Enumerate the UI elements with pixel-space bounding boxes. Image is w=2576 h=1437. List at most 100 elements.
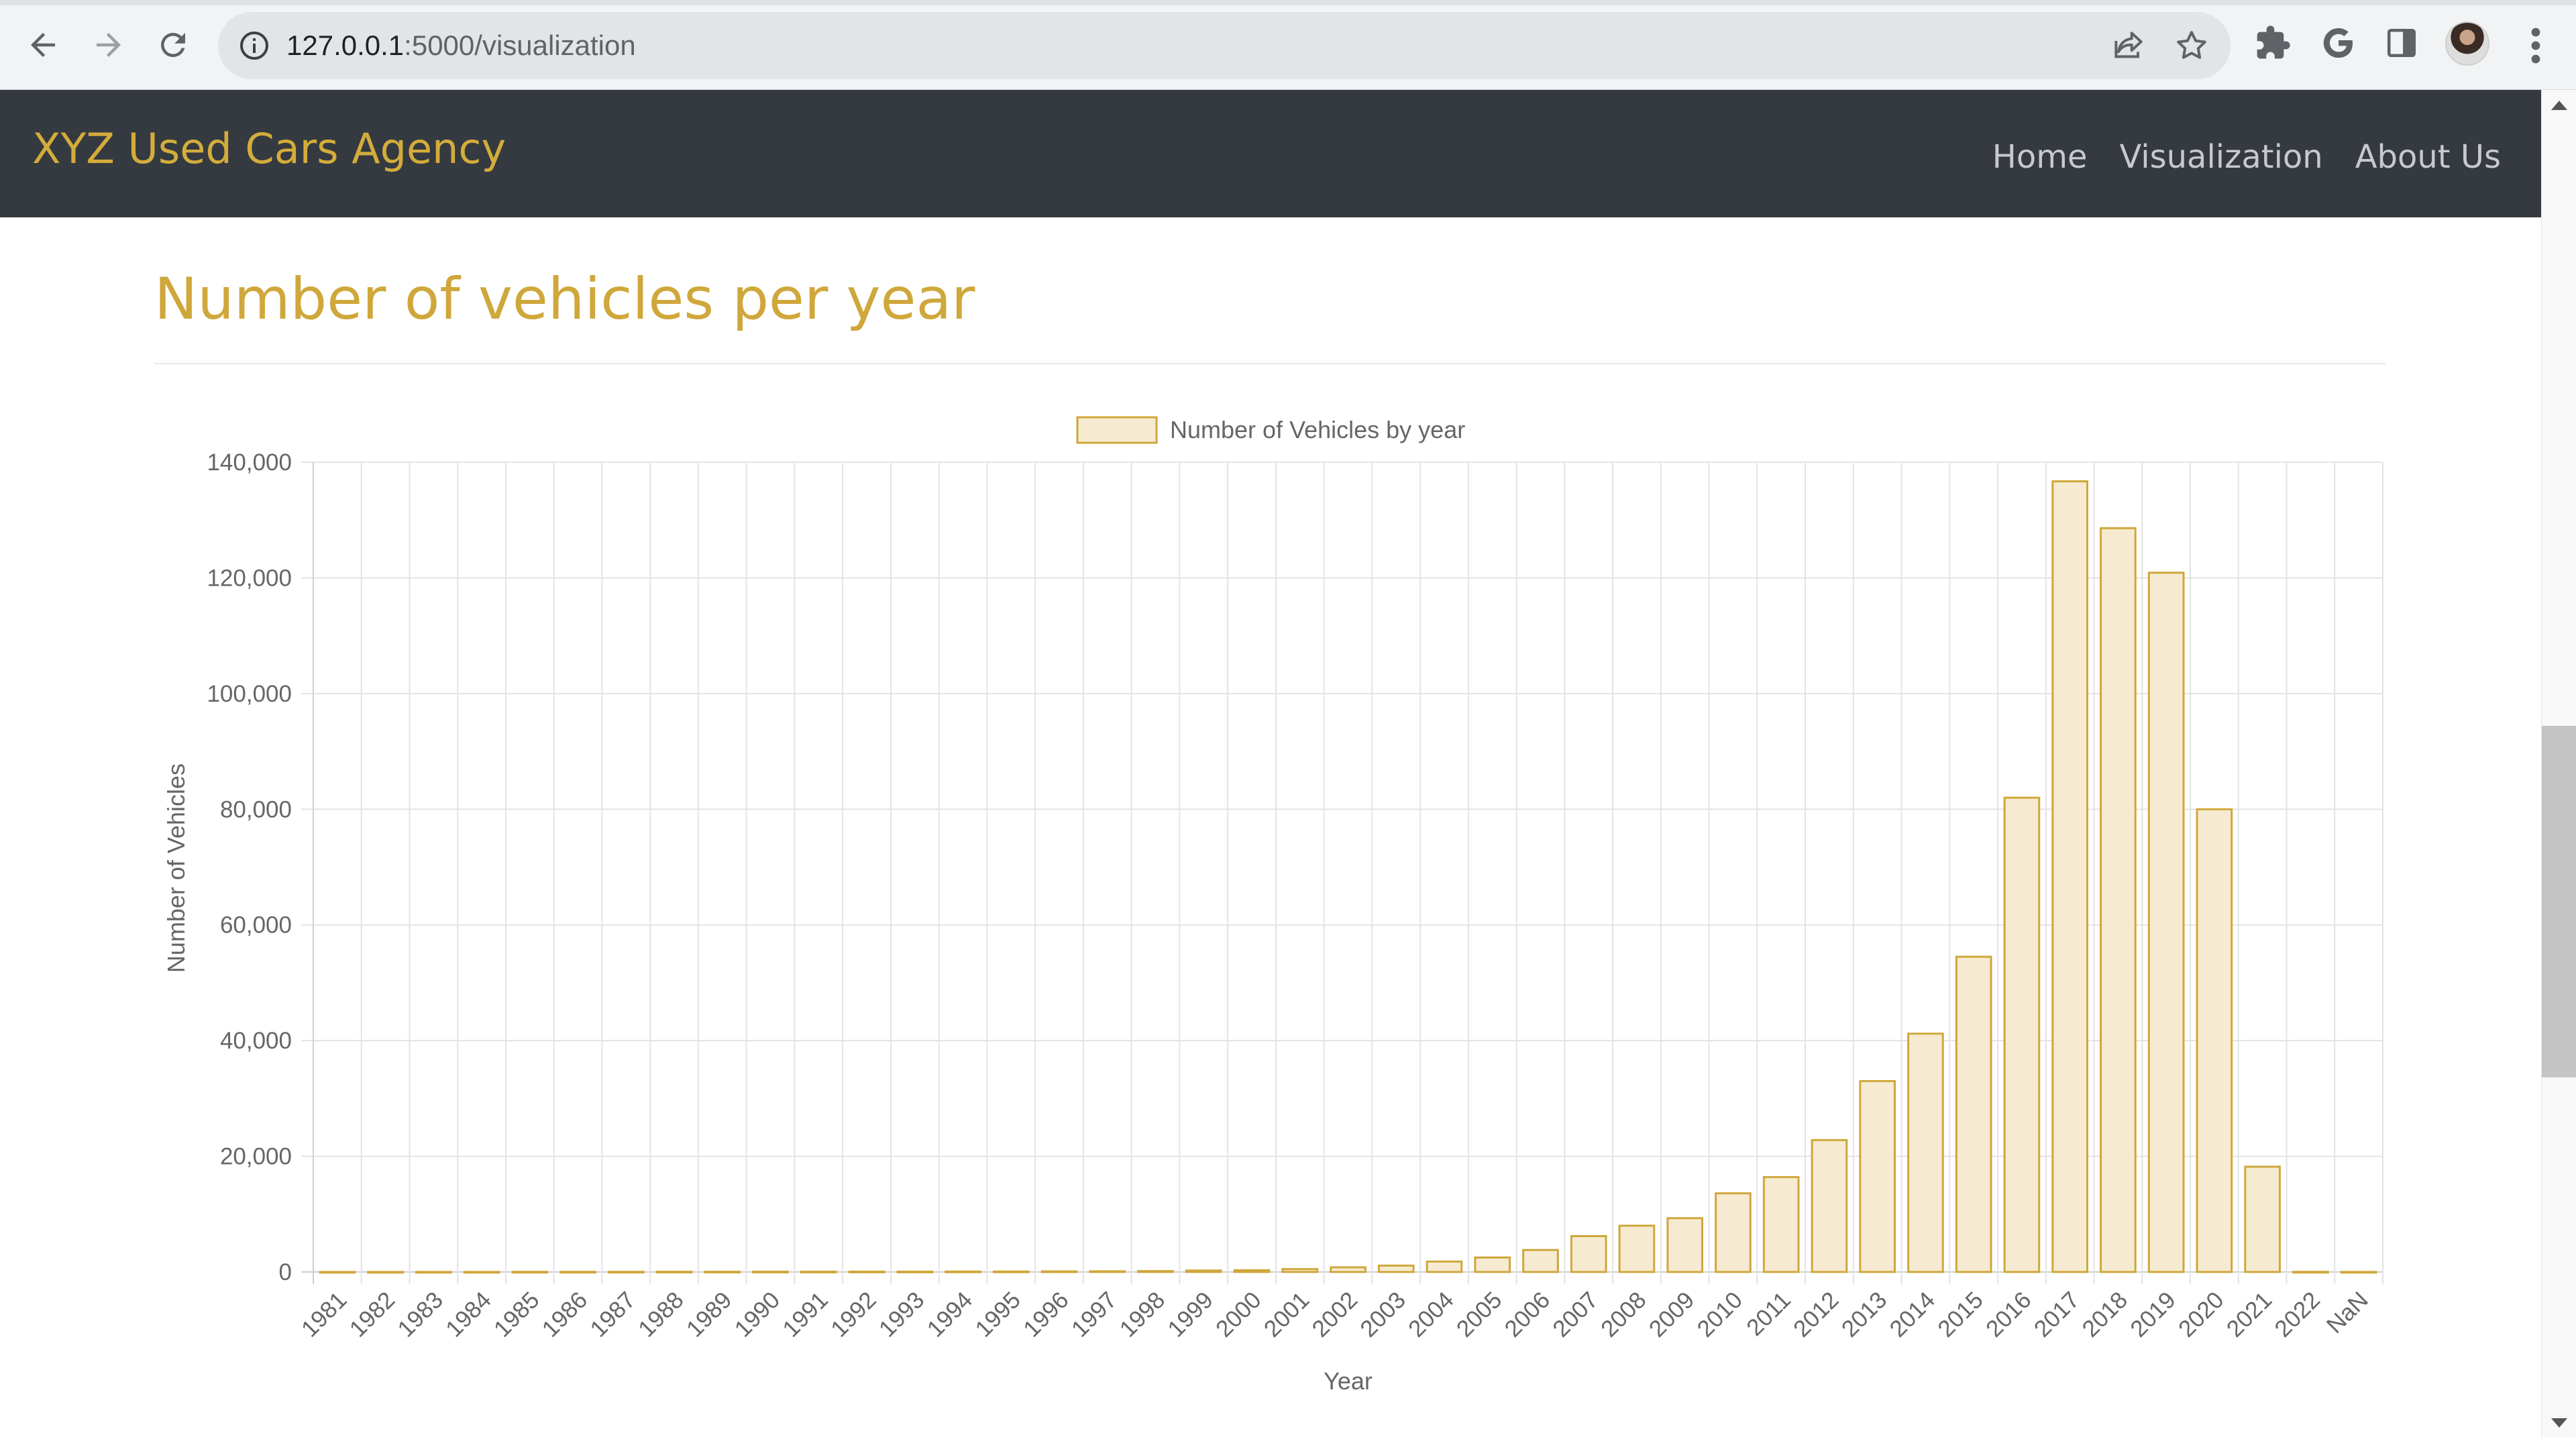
- y-tick-label: 80,000: [220, 796, 292, 822]
- bar-2006: [1522, 1248, 1559, 1273]
- bar-NaN: [2340, 1271, 2377, 1274]
- y-tick-label: 20,000: [220, 1144, 292, 1170]
- x-tick-label: 1981: [297, 1287, 352, 1342]
- y-tick-label: 100,000: [207, 681, 292, 707]
- tab-strip: [0, 0, 2576, 5]
- x-tick-label: 1992: [826, 1287, 881, 1342]
- google-extension-button[interactable]: [2317, 21, 2360, 64]
- bar-1986: [559, 1271, 596, 1274]
- x-tick-label: 2006: [1499, 1287, 1555, 1342]
- vehicles-per-year-bar-chart: 0 20,000 40,000 60,000 80,000 100,000 120,000 1…: [162, 416, 2383, 1395]
- x-tick-label: 2009: [1644, 1287, 1700, 1342]
- y-tick-label: 140,000: [207, 449, 292, 476]
- x-tick-label: 2019: [2125, 1287, 2181, 1342]
- y-tick-label: 40,000: [220, 1028, 292, 1054]
- y-axis-label: Number of Vehicles: [162, 763, 190, 973]
- bar-1995: [992, 1270, 1030, 1273]
- navbar-brand[interactable]: XYZ Used Cars Agency: [32, 124, 506, 173]
- x-tick-label: 2011: [1741, 1287, 1796, 1341]
- x-tick-label: 2005: [1452, 1287, 1507, 1342]
- bar-1981: [319, 1271, 356, 1274]
- bar-1990: [752, 1271, 789, 1274]
- bar-2011: [1762, 1176, 1800, 1273]
- side-panel-button[interactable]: [2380, 21, 2423, 64]
- bar-1997: [1089, 1270, 1126, 1273]
- reload-button[interactable]: [146, 18, 200, 72]
- nav-link-home[interactable]: Home: [1992, 138, 2088, 176]
- x-tick-label: 1988: [633, 1287, 689, 1342]
- x-tick-label: 2017: [2029, 1287, 2085, 1342]
- x-tick-label: 2012: [1788, 1287, 1844, 1342]
- bar-1994: [945, 1270, 981, 1273]
- profile-avatar[interactable]: [2445, 21, 2489, 66]
- nav-link-about-us[interactable]: About Us: [2355, 138, 2501, 176]
- url-path: :5000/visualization: [404, 30, 636, 61]
- bar-2017: [2051, 480, 2088, 1273]
- bar-2015: [1955, 955, 1992, 1273]
- address-bar[interactable]: 127.0.0.1:5000/visualization: [218, 12, 2231, 79]
- bookmark-star-icon[interactable]: [2173, 27, 2210, 64]
- bar-2000: [1233, 1269, 1271, 1273]
- bar-1984: [463, 1271, 500, 1274]
- chart-bars: [319, 480, 2377, 1274]
- scroll-down-arrow-icon[interactable]: [2551, 1418, 2567, 1428]
- bar-2018: [2100, 527, 2137, 1273]
- x-tick-label: 2000: [1211, 1287, 1267, 1342]
- bar-2001: [1281, 1268, 1319, 1273]
- bar-2010: [1715, 1192, 1752, 1273]
- chart-legend[interactable]: Number of Vehicles by year: [1076, 416, 1465, 444]
- x-tick-label: 2013: [1837, 1287, 1892, 1342]
- extensions-puzzle-icon: [2257, 25, 2290, 59]
- forward-arrow-icon: [97, 33, 121, 57]
- x-tick-label: 1985: [489, 1287, 545, 1342]
- bar-2016: [2003, 796, 2041, 1273]
- x-tick-label: 2008: [1596, 1287, 1652, 1342]
- x-tick-label: 1983: [392, 1287, 448, 1342]
- x-tick-label: 2002: [1307, 1287, 1363, 1342]
- x-tick-label: 1989: [682, 1287, 737, 1342]
- kebab-menu-icon[interactable]: [2517, 24, 2555, 67]
- bar-2008: [1618, 1224, 1656, 1273]
- x-tick-label: 1995: [970, 1287, 1026, 1342]
- bar-2009: [1666, 1217, 1704, 1273]
- site-info-icon[interactable]: [238, 30, 270, 62]
- bar-2002: [1330, 1266, 1366, 1273]
- url-host: 127.0.0.1: [286, 30, 405, 61]
- extensions-button[interactable]: [2251, 21, 2294, 64]
- x-tick-label: 2022: [2269, 1287, 2325, 1342]
- page-title: Number of vehicles per year: [154, 266, 975, 333]
- bar-1987: [608, 1271, 645, 1274]
- bar-2005: [1474, 1256, 1511, 1273]
- side-panel-icon: [2387, 28, 2416, 58]
- x-tick-label: 1998: [1115, 1287, 1171, 1342]
- nav-link-visualization[interactable]: Visualization: [2119, 138, 2323, 176]
- x-tick-label: 2007: [1548, 1287, 1603, 1342]
- scrollbar-thumb[interactable]: [2542, 726, 2576, 1077]
- bar-1992: [848, 1270, 885, 1273]
- google-g-icon: [2323, 28, 2353, 58]
- forward-button[interactable]: [82, 18, 136, 72]
- bar-1989: [704, 1271, 741, 1274]
- url-text[interactable]: 127.0.0.1:5000/visualization: [286, 12, 636, 79]
- bar-1982: [367, 1271, 404, 1274]
- x-tick-label: 2014: [1884, 1287, 1940, 1342]
- scroll-up-arrow-icon[interactable]: [2551, 101, 2567, 110]
- x-tick-label: 1984: [441, 1287, 496, 1342]
- bar-1996: [1040, 1270, 1078, 1273]
- bar-1998: [1137, 1270, 1174, 1273]
- legend-swatch: [1076, 416, 1158, 444]
- x-tick-label: 2018: [2077, 1287, 2133, 1342]
- x-tick-label: 1991: [777, 1287, 833, 1342]
- back-button[interactable]: [16, 18, 70, 72]
- x-axis-label: Year: [1324, 1367, 1373, 1395]
- x-tick-label: 1994: [922, 1287, 978, 1342]
- bar-1985: [511, 1271, 549, 1274]
- vertical-scrollbar[interactable]: [2541, 90, 2576, 1437]
- bar-2007: [1570, 1235, 1607, 1273]
- bar-1993: [896, 1270, 934, 1273]
- x-tick-label: 2003: [1355, 1287, 1411, 1342]
- reload-icon: [161, 32, 185, 57]
- x-tick-label: 1987: [585, 1287, 641, 1342]
- y-tick-label: 60,000: [220, 912, 292, 939]
- share-icon[interactable]: [2110, 27, 2147, 64]
